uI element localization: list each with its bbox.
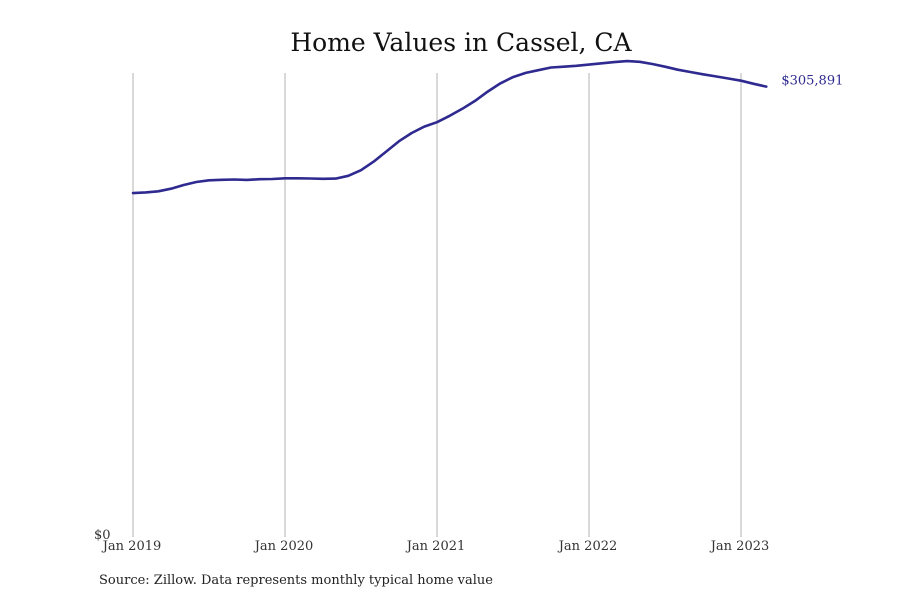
y-tick-label-zero: $0 <box>94 528 111 543</box>
x-tick-label: Jan 2023 <box>709 539 770 554</box>
x-tick-label: Jan 2022 <box>557 539 618 554</box>
end-value-label: $305,891 <box>781 74 843 89</box>
gridlines <box>132 73 742 537</box>
source-note: Source: Zillow. Data represents monthly … <box>99 573 493 588</box>
x-tick-labels: Jan 2019 Jan 2020 Jan 2021 Jan 2022 Jan 2023 <box>101 539 770 554</box>
x-tick-label: Jan 2020 <box>253 539 314 554</box>
x-tick-label: Jan 2019 <box>101 539 162 554</box>
x-tick-label: Jan 2021 <box>405 539 466 554</box>
chart-title: Home Values in Cassel, CA <box>290 28 632 57</box>
series-layer <box>131 59 768 195</box>
series-line <box>131 59 768 195</box>
